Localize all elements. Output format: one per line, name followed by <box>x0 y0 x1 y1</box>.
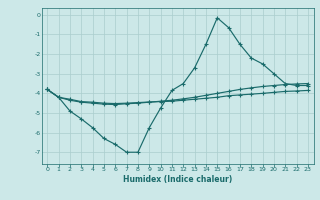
X-axis label: Humidex (Indice chaleur): Humidex (Indice chaleur) <box>123 175 232 184</box>
